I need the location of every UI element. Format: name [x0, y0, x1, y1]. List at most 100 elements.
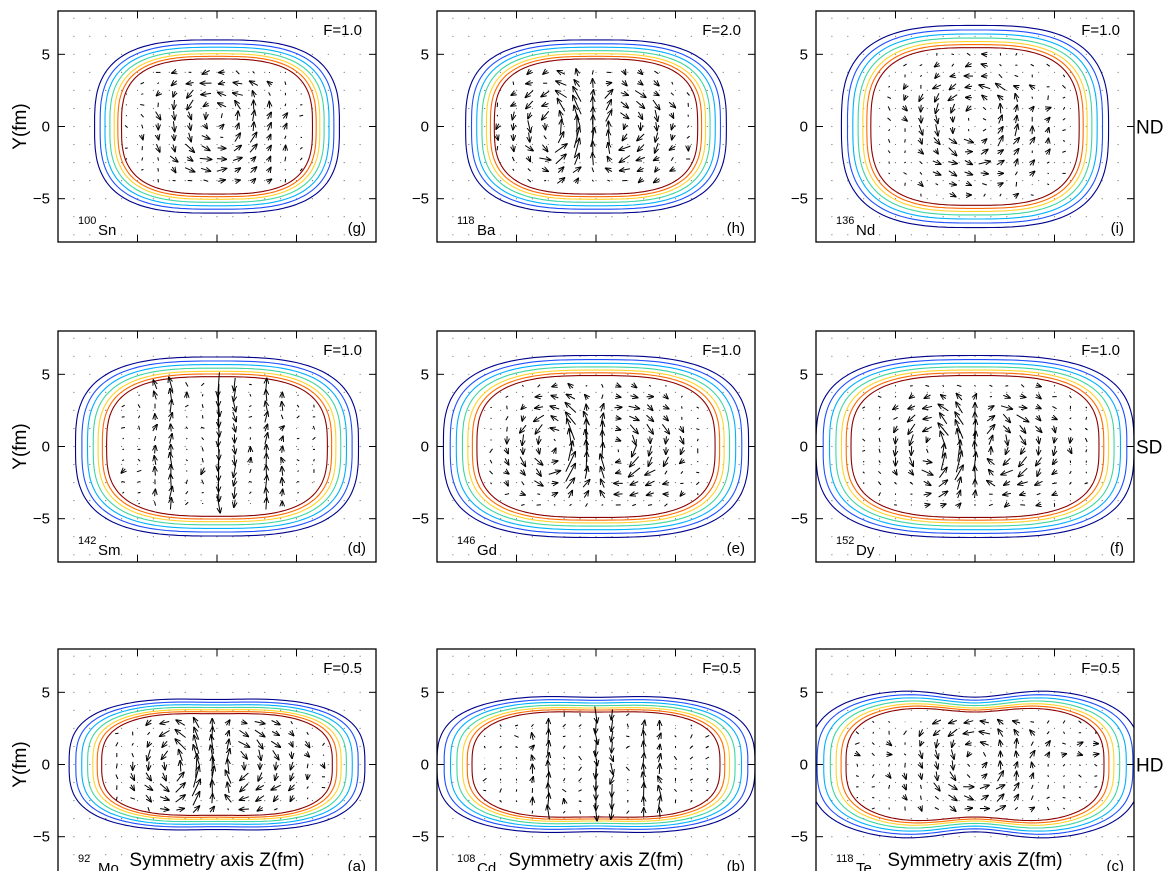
flow-arrow: [949, 83, 957, 90]
grid-dot: [121, 655, 123, 657]
grid-dot: [484, 427, 486, 430]
grid-dot: [863, 854, 865, 856]
grid-dot: [1053, 180, 1056, 182]
flow-arrow: [1014, 149, 1019, 156]
flow-arrow: [483, 745, 486, 749]
grid-dot: [500, 180, 502, 182]
grid-dot: [579, 554, 581, 556]
flow-arrow: [1000, 104, 1001, 114]
grid-dot: [232, 445, 234, 448]
grid-dot: [958, 216, 960, 218]
flow-arrow: [506, 405, 508, 410]
flow-arrow: [160, 809, 169, 810]
flow-arrow: [627, 778, 629, 781]
grid-dot: [1117, 463, 1119, 466]
grid-dot: [105, 463, 107, 466]
grid-dot: [359, 445, 361, 448]
grid-dot: [1022, 234, 1024, 236]
flow-arrow: [998, 183, 1003, 186]
grid-dot: [136, 536, 139, 538]
grid-dot: [690, 216, 693, 218]
contour-line-7: [120, 58, 314, 195]
flow-arrow: [579, 735, 582, 738]
contour-line-7: [101, 713, 333, 816]
grid-dot: [926, 198, 928, 200]
grid-dot: [343, 337, 345, 339]
flow-arrow: [1016, 115, 1017, 124]
grid-dot: [484, 445, 486, 448]
isotope-element: Dy: [856, 542, 875, 559]
grid-dot: [121, 836, 123, 838]
flow-arrow: [705, 777, 709, 782]
flow-arrow: [921, 115, 922, 123]
grid-dot: [831, 216, 833, 218]
grid-dot: [738, 17, 740, 19]
grid-dot: [659, 143, 661, 146]
grid-dot: [958, 854, 960, 856]
grid-dot: [531, 836, 534, 838]
grid-dot: [152, 143, 154, 146]
grid-dot: [894, 53, 897, 55]
grid-dot: [264, 536, 266, 538]
flow-arrow: [706, 767, 709, 770]
grid-dot: [89, 71, 91, 73]
grid-dot: [674, 409, 677, 411]
grid-dot: [359, 107, 361, 110]
flow-arrow: [1092, 754, 1099, 755]
grid-dot: [894, 763, 897, 766]
flow-arrow: [1077, 754, 1082, 756]
flow-arrow: [954, 465, 963, 481]
grid-dot: [1022, 763, 1024, 766]
grid-dot: [1038, 727, 1040, 730]
grid-dot: [280, 53, 282, 55]
grid-dot: [863, 234, 865, 236]
grid-dot: [942, 35, 944, 37]
flow-arrow: [948, 794, 957, 801]
flow-arrow: [638, 111, 642, 119]
flow-arrow: [987, 406, 994, 410]
grid-dot: [1069, 143, 1071, 146]
y-tick-label: −5: [33, 829, 50, 846]
flow-arrow: [1038, 436, 1039, 443]
grid-dot: [500, 854, 502, 856]
flow-arrow: [539, 158, 550, 160]
flow-arrow: [572, 167, 581, 174]
grid-dot: [1053, 854, 1056, 856]
grid-dot: [452, 745, 454, 748]
flow-arrow: [903, 753, 907, 756]
isotope-element: Cd: [477, 860, 496, 871]
grid-dot: [942, 409, 944, 411]
grid-dot: [722, 854, 724, 856]
grid-dot: [168, 107, 170, 110]
grid-dot: [200, 107, 202, 110]
y-tick-label: 5: [421, 46, 429, 63]
flow-arrow: [1000, 406, 1013, 409]
grid-dot: [216, 836, 218, 838]
grid-dot: [359, 355, 361, 357]
flow-arrow: [561, 119, 562, 134]
grid-dot: [1022, 180, 1024, 182]
flow-arrow: [1002, 425, 1010, 433]
flow-arrow: [578, 755, 582, 761]
grid-dot: [311, 691, 313, 693]
grid-dot: [152, 463, 154, 466]
grid-dot: [722, 35, 724, 37]
flow-arrow: [550, 428, 560, 431]
grid-dot: [515, 445, 518, 448]
flow-arrow: [980, 721, 990, 723]
grid-dot: [500, 35, 502, 37]
grid-dot: [280, 655, 282, 657]
grid-dot: [484, 234, 486, 236]
grid-dot: [690, 143, 693, 146]
flow-arrow: [680, 395, 683, 398]
grid-dot: [611, 337, 613, 339]
flow-arrow: [997, 150, 1004, 154]
grid-dot: [1053, 536, 1056, 538]
grid-dot: [248, 337, 250, 339]
grid-dot: [611, 482, 613, 484]
flow-arrow: [189, 132, 192, 142]
flow-arrow: [557, 167, 564, 173]
grid-dot: [1069, 836, 1071, 838]
flow-arrow: [663, 483, 670, 485]
grid-dot: [643, 180, 645, 182]
